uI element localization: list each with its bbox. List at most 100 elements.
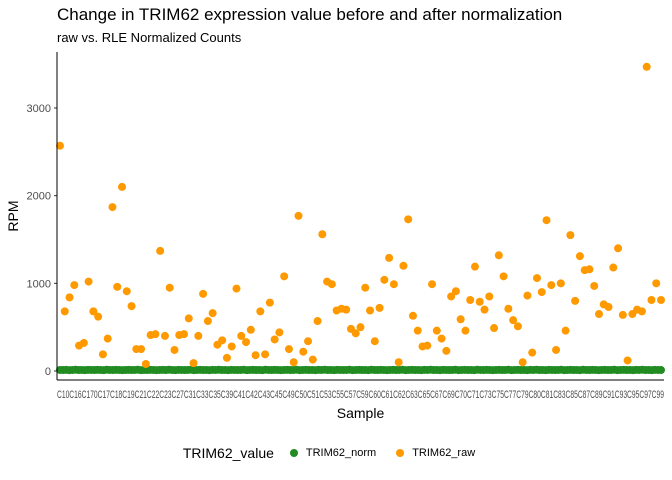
raw-point <box>280 272 289 281</box>
raw-point <box>256 307 265 316</box>
raw-point <box>437 334 446 343</box>
raw-point <box>470 262 479 271</box>
raw-point <box>160 331 169 340</box>
raw-point <box>89 307 98 316</box>
raw-point <box>261 350 270 359</box>
raw-point <box>657 295 665 304</box>
raw-point <box>270 335 279 344</box>
raw-point <box>237 331 246 340</box>
raw-point <box>480 305 489 314</box>
raw-point <box>232 284 241 293</box>
raw-point <box>351 329 360 338</box>
raw-point <box>103 334 112 343</box>
raw-point <box>180 330 189 339</box>
raw-point <box>504 304 513 313</box>
raw-point <box>165 283 174 292</box>
raw-point <box>475 297 484 306</box>
series-norm-points <box>56 365 665 375</box>
raw-point <box>199 289 208 298</box>
y-axis-title: RPM <box>5 200 21 231</box>
raw-point <box>70 281 79 290</box>
raw-point <box>432 326 441 335</box>
raw-point <box>242 338 251 347</box>
raw-point <box>618 310 627 319</box>
scatter-plot: 0 1000 2000 3000 C10C16C170C17C18C19C21C22C… <box>5 52 665 421</box>
raw-point <box>552 345 561 354</box>
raw-point <box>98 350 107 359</box>
raw-point <box>222 353 231 362</box>
y-tick-label: 1000 <box>27 278 51 290</box>
raw-point <box>137 345 146 354</box>
series-raw-points <box>56 62 665 368</box>
raw-point <box>275 328 284 337</box>
y-axis-labels: 0 1000 2000 3000 <box>27 103 57 378</box>
raw-point <box>447 292 456 301</box>
raw-point <box>184 314 193 323</box>
raw-point <box>461 326 470 335</box>
legend-key-raw-icon <box>396 449 405 457</box>
raw-point <box>485 292 494 301</box>
legend-item-norm: TRIM62_norm <box>284 447 376 459</box>
raw-point <box>299 347 308 356</box>
raw-point <box>408 311 417 320</box>
raw-point <box>394 358 403 367</box>
raw-point <box>647 295 656 304</box>
norm-point <box>657 366 665 375</box>
raw-point <box>590 281 599 290</box>
raw-point <box>356 323 365 332</box>
raw-point <box>614 244 623 253</box>
raw-point <box>79 338 88 347</box>
y-tick-label: 2000 <box>27 191 51 203</box>
raw-point <box>227 342 236 351</box>
raw-point <box>494 251 503 260</box>
raw-point <box>442 346 451 355</box>
chart-title: Change in TRIM62 expression value before… <box>57 5 563 24</box>
raw-point <box>385 253 394 262</box>
raw-point <box>523 291 532 300</box>
raw-point <box>556 279 565 288</box>
raw-point <box>94 312 103 321</box>
raw-point <box>189 359 198 368</box>
raw-point <box>113 282 122 291</box>
raw-point <box>609 263 618 272</box>
raw-point <box>156 246 165 255</box>
raw-point <box>490 324 499 333</box>
raw-point <box>652 279 661 288</box>
legend: TRIM62_value TRIM62_norm TRIM62_raw <box>0 445 672 461</box>
raw-point <box>575 252 584 261</box>
raw-point <box>566 231 575 240</box>
raw-point <box>318 230 327 239</box>
raw-point <box>375 303 384 312</box>
raw-point <box>342 305 351 314</box>
y-tick-label: 3000 <box>27 103 51 115</box>
raw-point <box>423 341 432 350</box>
raw-point <box>380 275 389 284</box>
raw-point <box>537 288 546 297</box>
raw-point <box>509 316 518 325</box>
raw-point <box>413 326 422 335</box>
raw-point <box>528 348 537 357</box>
raw-point <box>289 358 298 367</box>
raw-point <box>218 336 227 345</box>
raw-point <box>118 182 127 191</box>
raw-point <box>151 330 160 339</box>
raw-point <box>499 272 508 281</box>
raw-point <box>294 211 303 220</box>
raw-point <box>456 315 465 324</box>
raw-point <box>466 295 475 304</box>
y-tick-label: 0 <box>45 366 51 378</box>
raw-point <box>84 277 93 286</box>
raw-point <box>265 298 274 307</box>
raw-point <box>127 302 136 311</box>
raw-point <box>389 280 398 289</box>
raw-point <box>513 322 522 331</box>
raw-point <box>623 356 632 365</box>
raw-point <box>170 345 179 354</box>
raw-point <box>547 281 556 290</box>
chart-subtitle: raw vs. RLE Normalized Counts <box>57 30 242 45</box>
raw-point <box>313 317 322 326</box>
raw-point <box>203 317 212 326</box>
raw-point <box>542 216 551 225</box>
raw-point <box>404 215 413 224</box>
raw-point <box>361 283 370 292</box>
